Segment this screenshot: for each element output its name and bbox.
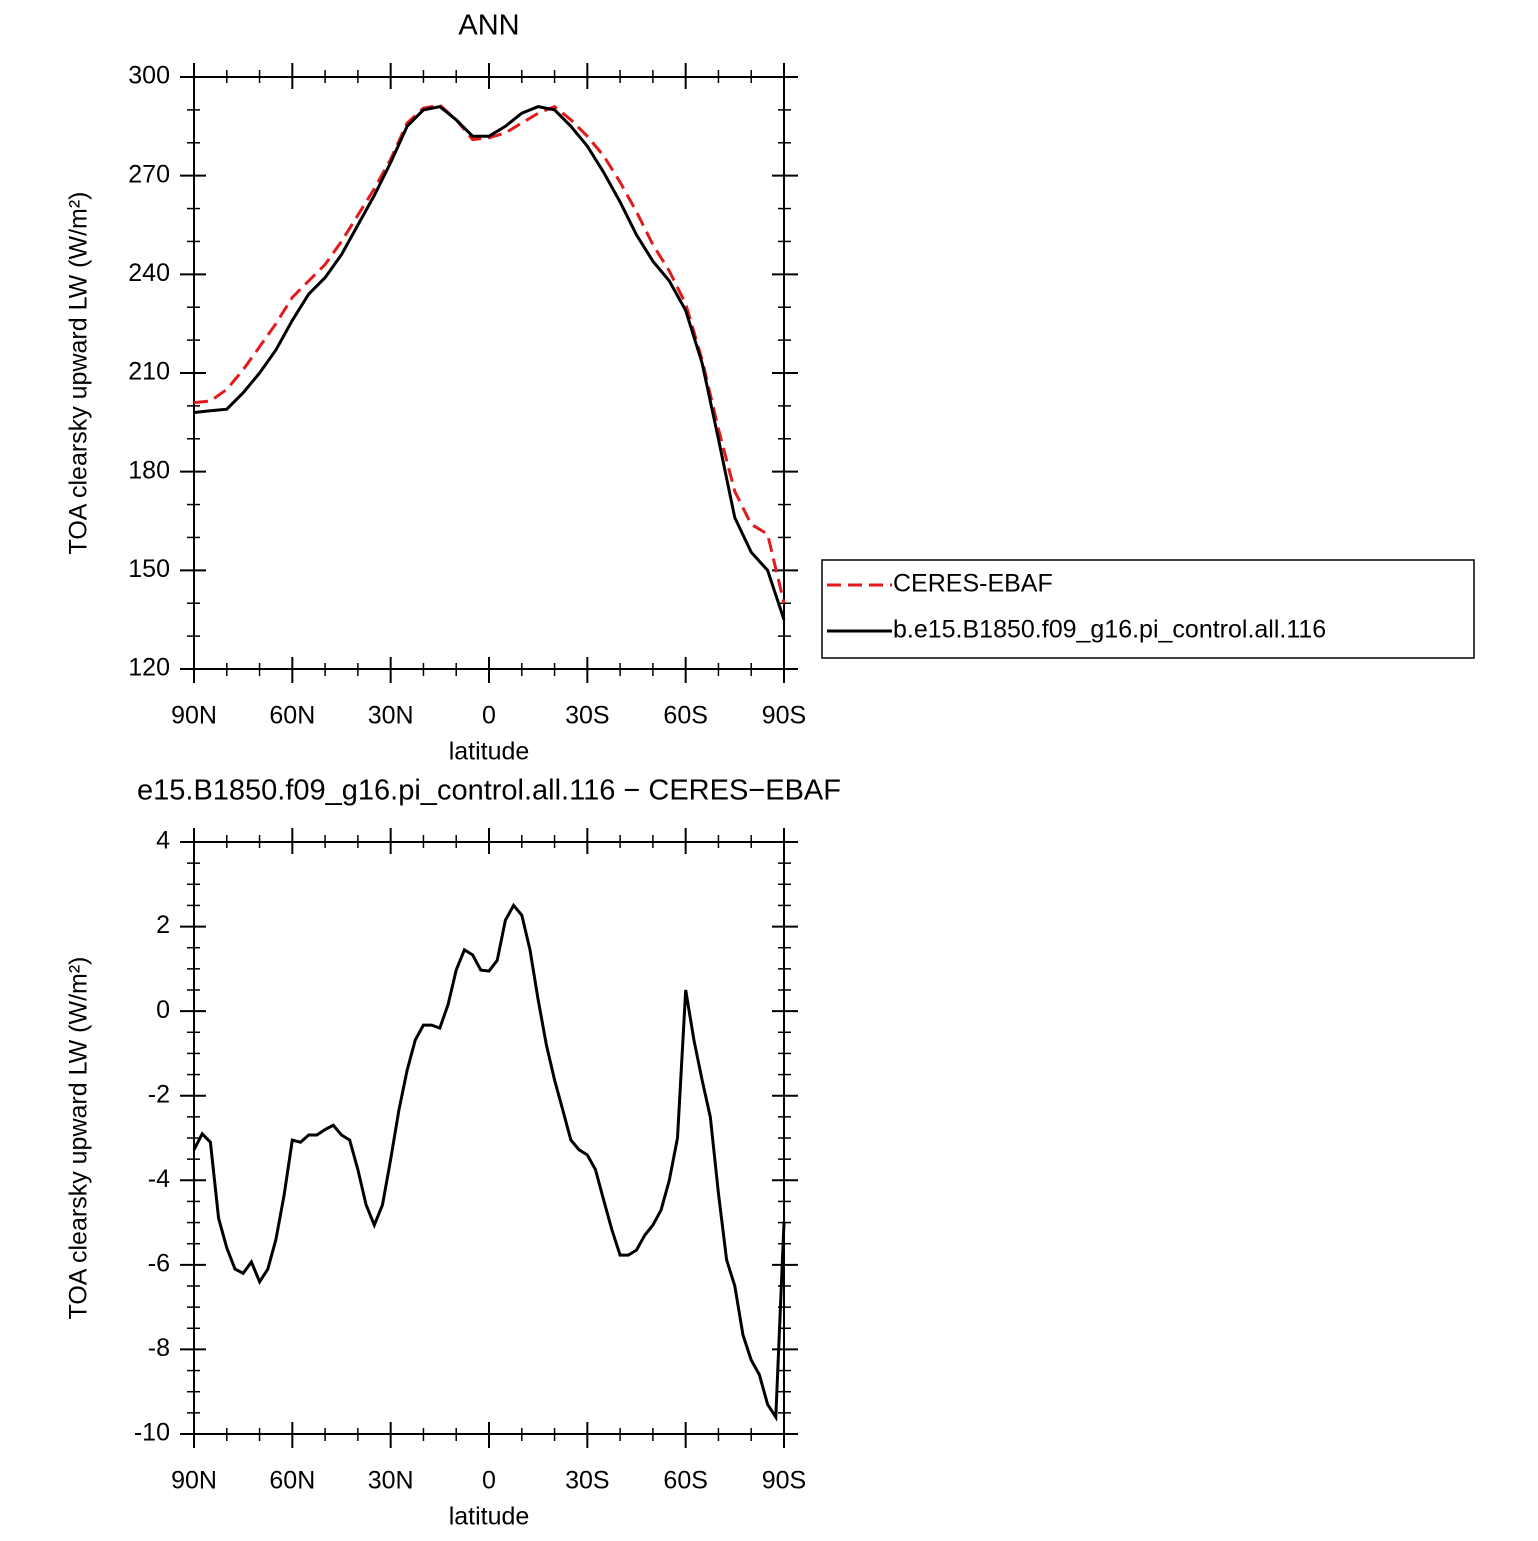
data-line (193, 104, 786, 621)
data-line (192, 902, 786, 1422)
x-tick-label: 60N (269, 702, 315, 730)
chart-title: e15.B1850.f09_g16.pi_control.all.116 − C… (137, 775, 841, 807)
y-tick-label: 0 (156, 996, 170, 1024)
y-tick-label: 240 (128, 259, 170, 287)
legend-label: b.e15.B1850.f09_g16.pi_control.all.116 (893, 616, 1326, 644)
y-tick-label: 210 (128, 358, 170, 386)
x-tick-label: 60N (269, 1467, 315, 1495)
x-tick-label: 90N (171, 702, 217, 730)
chart-title: ANN (458, 10, 519, 42)
y-tick-label: 150 (128, 555, 170, 583)
y-tick-label: -10 (134, 1419, 170, 1447)
legend-box (821, 559, 1475, 659)
x-tick-label: 0 (482, 1467, 496, 1495)
x-tick-label: 60S (663, 1467, 707, 1495)
x-tick-label: 60S (663, 702, 707, 730)
y-axis-title: TOA clearsky upward LW (W/m²) (65, 191, 93, 554)
plot-frame (193, 841, 785, 1435)
y-tick-label: -2 (148, 1080, 170, 1108)
y-tick-label: -4 (148, 1165, 170, 1193)
y-tick-label: -6 (148, 1249, 170, 1277)
y-tick-label: 300 (128, 62, 170, 90)
x-tick-label: 30N (368, 1467, 414, 1495)
y-tick-label: -8 (148, 1334, 170, 1362)
x-tick-label: 30S (565, 702, 609, 730)
x-axis-title: latitude (449, 738, 530, 766)
x-tick-label: 30N (368, 702, 414, 730)
x-tick-label: 90N (171, 1467, 217, 1495)
y-axis-title: TOA clearsky upward LW (W/m²) (65, 956, 93, 1319)
y-tick-label: 180 (128, 456, 170, 484)
legend-label: CERES-EBAF (893, 570, 1053, 598)
y-tick-label: 270 (128, 160, 170, 188)
y-tick-label: 4 (156, 827, 170, 855)
x-tick-label: 90S (762, 1467, 806, 1495)
y-tick-label: 120 (128, 654, 170, 682)
x-tick-label: 30S (565, 1467, 609, 1495)
x-tick-label: 90S (762, 702, 806, 730)
x-tick-label: 0 (482, 702, 496, 730)
x-axis-title: latitude (449, 1503, 530, 1531)
plot-frame (193, 76, 785, 670)
y-tick-label: 2 (156, 911, 170, 939)
data-line (193, 103, 786, 604)
